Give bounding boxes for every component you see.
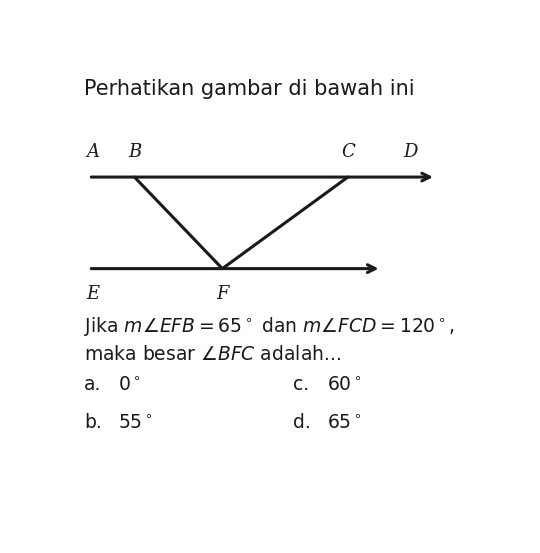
Text: F: F [216,285,228,303]
Text: c.: c. [294,375,309,394]
Text: D: D [403,143,418,161]
Text: Jika $m\angle EFB = 65^\circ$ dan $m\angle FCD = 120^\circ$,: Jika $m\angle EFB = 65^\circ$ dan $m\ang… [84,315,455,338]
Text: b.: b. [84,414,102,432]
Text: E: E [86,285,99,303]
Text: maka besar $\angle BFC$ adalah...: maka besar $\angle BFC$ adalah... [84,345,341,364]
Text: Perhatikan gambar di bawah ini: Perhatikan gambar di bawah ini [84,79,415,99]
Text: $55^\circ$: $55^\circ$ [118,414,152,432]
Text: $0^\circ$: $0^\circ$ [118,375,140,394]
Text: A: A [86,143,99,161]
Text: B: B [128,143,141,161]
Text: C: C [341,143,355,161]
Text: $65^\circ$: $65^\circ$ [327,414,362,432]
Text: d.: d. [294,414,311,432]
Text: $60^\circ$: $60^\circ$ [327,375,362,394]
Text: a.: a. [84,375,102,394]
